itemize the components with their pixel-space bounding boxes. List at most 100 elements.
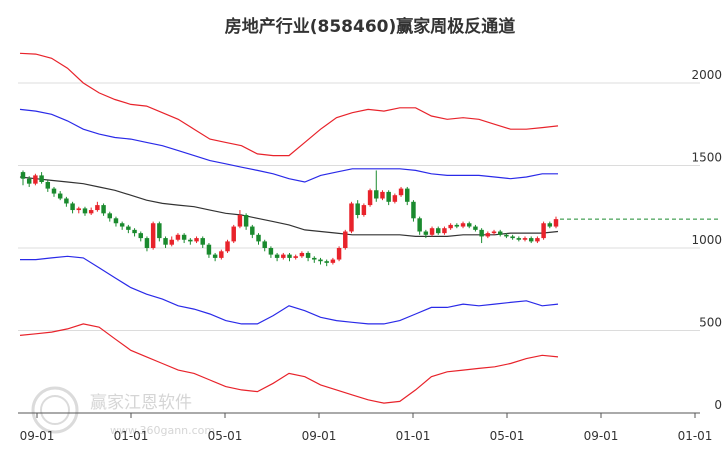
candle-body <box>95 205 100 211</box>
watermark-text: 赢家江恩软件 <box>90 393 192 413</box>
candle-body <box>237 215 243 227</box>
candle-body <box>454 224 460 227</box>
channel-lines <box>19 52 720 404</box>
candle-body <box>287 254 292 258</box>
candle-body <box>386 191 391 202</box>
candle-body <box>200 238 205 245</box>
candle-body <box>349 203 354 232</box>
candle-body <box>181 234 187 240</box>
candle-body <box>423 231 429 235</box>
candle-body <box>417 218 422 232</box>
candle-body <box>343 231 348 248</box>
candle-body <box>460 223 466 227</box>
candle-body <box>436 228 441 234</box>
watermark: 赢家江恩软件 www.360gann.com <box>31 386 215 437</box>
candle-body <box>467 223 472 227</box>
candle-body <box>107 213 112 219</box>
candle-body <box>82 208 88 214</box>
chart-title: 房地产行业(858460)赢家周极反通道 <box>225 16 516 37</box>
y-tick-label: 2000 <box>691 68 722 82</box>
candle-body <box>380 191 385 199</box>
candle-body <box>411 201 416 219</box>
candle-body <box>26 178 32 184</box>
candle-body <box>250 226 255 235</box>
x-tick-label: 09-01 <box>302 429 337 443</box>
candle-body <box>101 205 106 214</box>
candle-body <box>144 238 150 248</box>
middle-line <box>19 176 559 237</box>
candle-body <box>516 238 522 240</box>
x-tick-label: 05-01 <box>208 429 243 443</box>
candle-body <box>262 241 267 248</box>
candle-body <box>51 188 57 194</box>
candle-body <box>324 261 329 263</box>
candle-body <box>175 234 181 240</box>
candle-body <box>256 234 261 242</box>
lower-blue-band <box>20 255 559 325</box>
watermark-url: www.360gann.com <box>110 424 215 437</box>
x-axis: 09-01 01-01 05-01 09-01 01-01 05-01 09-01 01-01 <box>18 412 713 443</box>
candle-body <box>88 210 94 214</box>
candle-body <box>392 195 398 202</box>
x-tick-label: 01-01 <box>114 429 149 443</box>
candle-body <box>547 223 553 227</box>
candle-body <box>225 241 230 252</box>
candle-body <box>70 203 75 211</box>
candle-body <box>231 226 236 242</box>
candle-body <box>299 252 305 257</box>
candle-body <box>45 182 51 189</box>
candle-body <box>367 190 373 206</box>
y-tick-label: 1000 <box>691 233 722 247</box>
candles <box>20 170 559 267</box>
candle-body <box>485 233 491 237</box>
candle-body <box>510 236 515 239</box>
candle-body <box>497 231 503 235</box>
candle-body <box>473 226 478 230</box>
upper-blue-band <box>19 108 558 183</box>
candle-body <box>169 239 174 245</box>
candle-body <box>157 223 162 239</box>
candle-body <box>330 259 336 263</box>
x-tick-label: 09-01 <box>584 429 619 443</box>
candle-body <box>132 229 137 234</box>
candle-body <box>206 244 212 255</box>
candle-body <box>491 231 497 234</box>
candle-body <box>442 228 447 234</box>
x-tick-label: 01-01 <box>678 429 713 443</box>
candle-body <box>76 208 82 211</box>
candle-body <box>163 238 168 245</box>
y-tick-label: 500 <box>699 316 722 330</box>
candle-body <box>113 218 119 224</box>
candle-body <box>528 238 534 242</box>
watermark-logo <box>31 386 79 434</box>
candle-body <box>504 234 509 237</box>
candle-body <box>268 248 274 255</box>
candle-body <box>243 215 249 227</box>
candle-body <box>293 256 298 258</box>
candle-body <box>281 254 286 258</box>
candle-body <box>479 229 484 237</box>
candle-body <box>429 228 435 235</box>
candle-body <box>150 223 156 248</box>
candle-body <box>39 175 44 182</box>
candle-body <box>374 190 379 199</box>
candle-body <box>522 238 528 240</box>
y-tick-label: 0 <box>714 398 722 412</box>
candle-body <box>64 198 69 204</box>
gridlines <box>18 82 700 414</box>
candle-body <box>318 259 323 262</box>
upper-red-band <box>19 52 559 157</box>
candle-body <box>119 223 125 227</box>
candle-body <box>448 224 453 229</box>
lower-red-band <box>19 323 559 404</box>
candle-body <box>219 251 224 258</box>
candle-body <box>541 223 546 239</box>
y-axis: 0 500 1000 1500 2000 <box>691 68 722 412</box>
candle-body <box>138 233 143 239</box>
x-tick-label: 01-01 <box>396 429 431 443</box>
candle-body <box>194 238 199 242</box>
candle-body <box>398 188 404 196</box>
candle-body <box>20 172 26 179</box>
candle-body <box>553 219 559 227</box>
